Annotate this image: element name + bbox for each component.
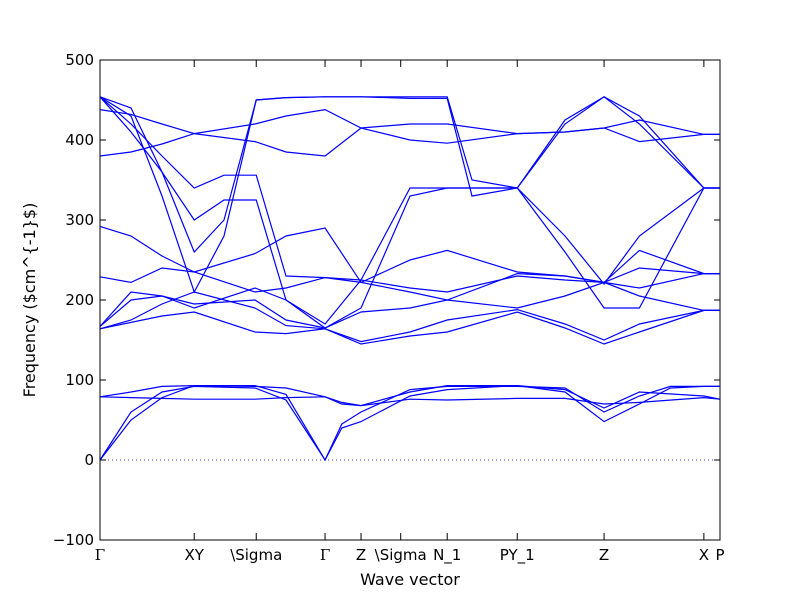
y-tick-label: 100 <box>65 371 94 389</box>
band-line-13 <box>99 96 720 309</box>
band-line-10 <box>99 225 720 301</box>
band-line-7 <box>99 281 720 329</box>
y-tick-label: 500 <box>65 51 94 69</box>
band-line-14 <box>99 96 720 329</box>
y-tick-label: 300 <box>65 211 94 229</box>
band-line-4 <box>99 396 721 407</box>
band-line-11 <box>99 119 720 157</box>
band-line-9 <box>99 227 720 284</box>
plot-frame <box>99 59 721 541</box>
y-tick-label: 400 <box>65 131 94 149</box>
y-axis-label: Frequency ($cm^{-1}$) <box>20 203 39 398</box>
x-tick-label: Z <box>356 546 366 564</box>
x-tick-label: P <box>715 546 724 564</box>
band-line-5 <box>99 309 720 345</box>
x-tick-label: Z <box>599 546 609 564</box>
y-tick-label: 200 <box>65 291 94 309</box>
band-line-8 <box>99 267 720 327</box>
x-tick-label: PY_1 <box>500 546 535 565</box>
band-line-16 <box>99 96 720 294</box>
y-tick-label: 0 <box>84 451 94 469</box>
x-axis-label: Wave vector <box>360 570 460 589</box>
x-tick-label: \Sigma <box>230 546 282 564</box>
band-line-12 <box>99 108 720 143</box>
x-tick-label: XY <box>185 546 205 564</box>
x-tick-label: N_1 <box>433 546 461 565</box>
x-tick-label: Γ <box>95 546 105 564</box>
band-line-3 <box>99 384 721 409</box>
x-axis: Γ XY \Sigma Γ Z \Sigma N_1 PY_1 Z X P <box>95 60 725 565</box>
y-tick-label: −100 <box>53 531 94 549</box>
band-line-15 <box>99 96 720 254</box>
y-axis: −100 0 100 200 300 400 500 <box>53 51 720 549</box>
band-line-6 <box>99 291 720 343</box>
band-line-1 <box>99 384 720 462</box>
x-tick-label: \Sigma <box>375 546 427 564</box>
band-lines <box>99 96 721 462</box>
band-line-2 <box>99 385 720 462</box>
x-tick-label: X <box>699 546 709 564</box>
x-tick-label: Γ <box>320 546 330 564</box>
